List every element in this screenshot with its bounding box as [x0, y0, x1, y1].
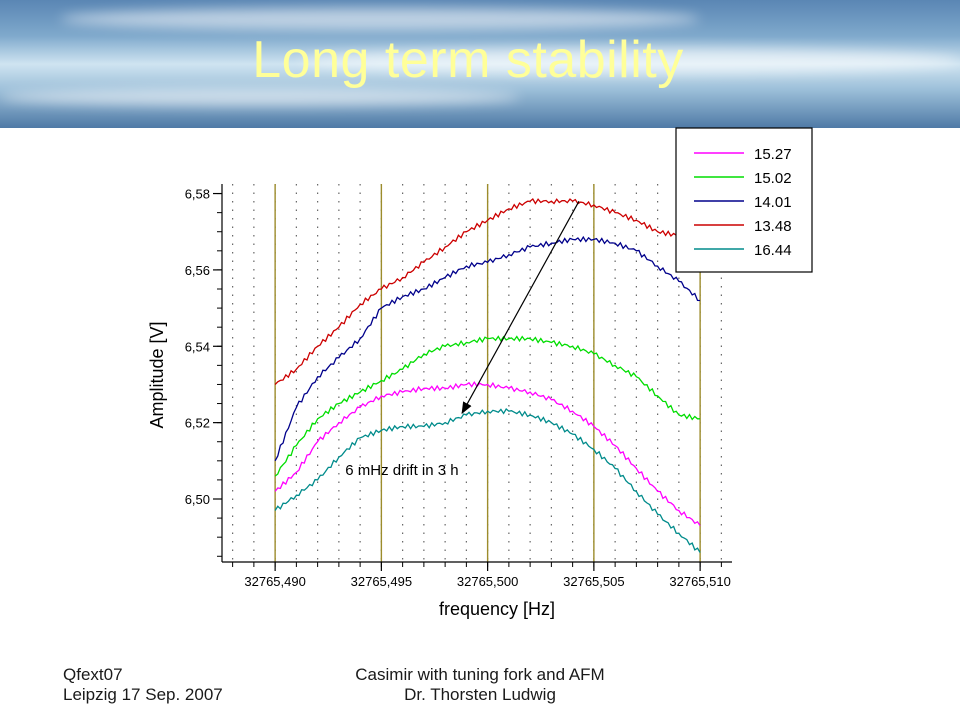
- y-tick-label: 6,54: [185, 339, 210, 354]
- title-banner: [0, 0, 960, 128]
- x-tick-label: 32765,490: [244, 574, 305, 589]
- series-line-16.44: [274, 408, 701, 553]
- legend-label: 15.02: [754, 170, 792, 187]
- series-line-14.01: [274, 235, 701, 462]
- drift-annotation: 6 mHz drift in 3 h: [345, 462, 458, 479]
- series-line-13.48: [274, 198, 701, 385]
- legend-label: 15.27: [754, 146, 792, 163]
- footer-author: Dr. Thorsten Ludwig: [404, 685, 556, 704]
- banner-streak: [0, 88, 520, 106]
- legend-label: 13.48: [754, 218, 792, 235]
- legend-label: 16.44: [754, 242, 792, 259]
- footer-conference: Qfext07: [63, 665, 123, 684]
- y-tick-label: 6,56: [185, 263, 210, 278]
- legend-label: 14.01: [754, 194, 792, 211]
- banner-streak: [300, 48, 960, 74]
- footer-left: Qfext07 Leipzig 17 Sep. 2007: [63, 665, 223, 705]
- x-tick-label: 32765,495: [351, 574, 412, 589]
- chart: 6,50 6,52 6,54 6,56 6,58 32765,490 32765,495 32…: [147, 127, 813, 619]
- x-tick-label: 32765,500: [457, 574, 518, 589]
- banner-streak: [60, 8, 700, 30]
- drift-arrow: [461, 200, 580, 415]
- footer-date: Leipzig 17 Sep. 2007: [63, 685, 223, 704]
- footer-center: Casimir with tuning fork and AFM Dr. Tho…: [330, 665, 630, 705]
- x-tick-label: 32765,505: [563, 574, 624, 589]
- y-tick-label: 6,58: [185, 187, 210, 202]
- x-tick-label: 32765,510: [669, 574, 730, 589]
- slide-title: Long term stability: [252, 31, 684, 89]
- x-axis-label: frequency [Hz]: [439, 599, 555, 619]
- legend-box: [675, 127, 813, 273]
- y-axis-label: Amplitude [V]: [147, 321, 167, 428]
- series-line-15.02: [274, 335, 701, 477]
- y-tick-label: 6,52: [185, 416, 210, 431]
- footer-talk-title: Casimir with tuning fork and AFM: [355, 665, 605, 684]
- series-line-15.27: [274, 380, 701, 527]
- y-tick-label: 6,50: [185, 492, 210, 507]
